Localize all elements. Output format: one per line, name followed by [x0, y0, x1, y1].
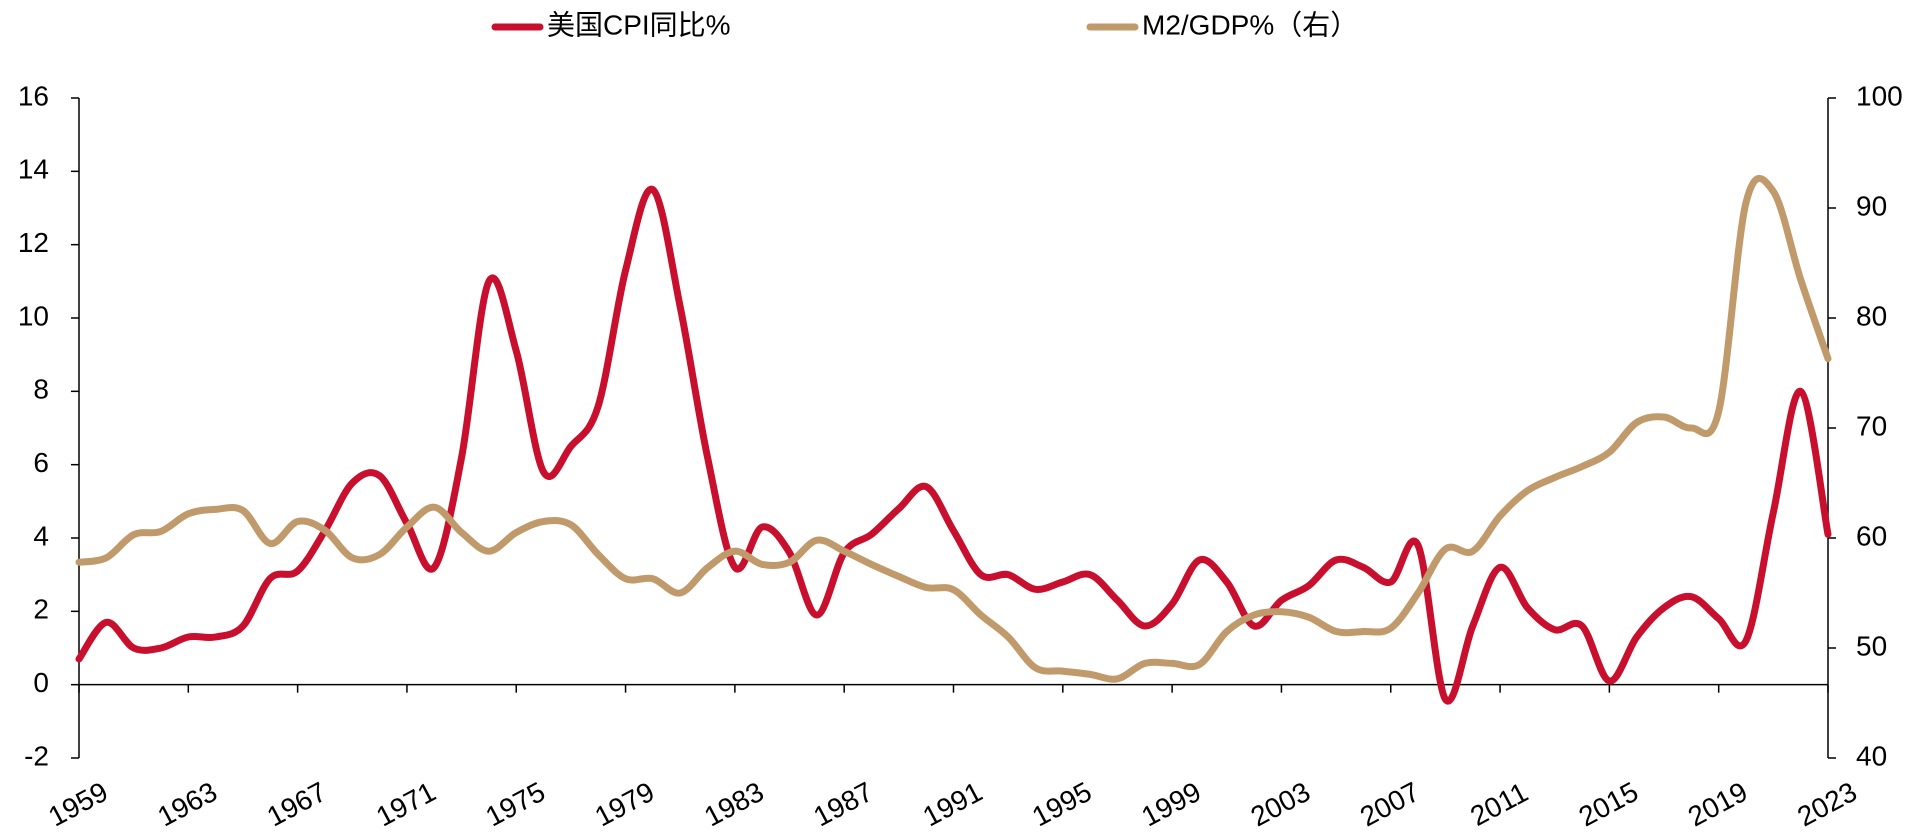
y-tick-label: 8: [33, 374, 49, 405]
x-tick-label: 1999: [1136, 776, 1206, 833]
y-tick-label: 14: [18, 154, 49, 185]
x-tick-label: 2015: [1574, 776, 1644, 833]
x-tick-label: 1971: [371, 776, 441, 833]
series-line: [75, 175, 1832, 683]
y2-tick-label: 70: [1856, 410, 1887, 441]
x-tick-label: 1991: [918, 776, 988, 833]
y-tick-label: 16: [18, 80, 49, 111]
legend-label: M2/GDP%（右）: [1142, 9, 1358, 40]
y-tick-label: -2: [24, 740, 49, 771]
x-tick-label: 1995: [1027, 776, 1097, 833]
x-tick-label: 2023: [1792, 776, 1862, 833]
y-tick-label: 10: [18, 300, 49, 331]
x-tick-label: 1959: [43, 776, 113, 833]
x-tick-label: 2003: [1246, 776, 1316, 833]
x-tick-label: 1975: [480, 776, 550, 833]
y2-tick-label: 40: [1856, 740, 1887, 771]
x-tick-label: 1967: [262, 776, 332, 833]
x-tick-label: 1987: [808, 776, 878, 833]
y-tick-label: 12: [18, 227, 49, 258]
x-tick-label: 2019: [1683, 776, 1753, 833]
y2-tick-label: 90: [1856, 190, 1887, 221]
y2-tick-label: 60: [1856, 520, 1887, 551]
x-tick-label: 1963: [153, 776, 223, 833]
x-tick-label: 1979: [590, 776, 660, 833]
y-tick-label: 4: [33, 520, 49, 551]
y-tick-label: 0: [33, 667, 49, 698]
y2-tick-label: 50: [1856, 630, 1887, 661]
y2-tick-label: 80: [1856, 300, 1887, 331]
series-line: [75, 185, 1832, 705]
x-tick-label: 2007: [1355, 776, 1425, 833]
legend-label: 美国CPI同比%: [547, 9, 731, 40]
y-tick-label: 6: [33, 447, 49, 478]
x-tick-label: 2011: [1465, 776, 1533, 832]
y-tick-label: 2: [33, 594, 49, 625]
x-tick-label: 1983: [699, 776, 769, 833]
y2-tick-label: 100: [1856, 80, 1903, 111]
